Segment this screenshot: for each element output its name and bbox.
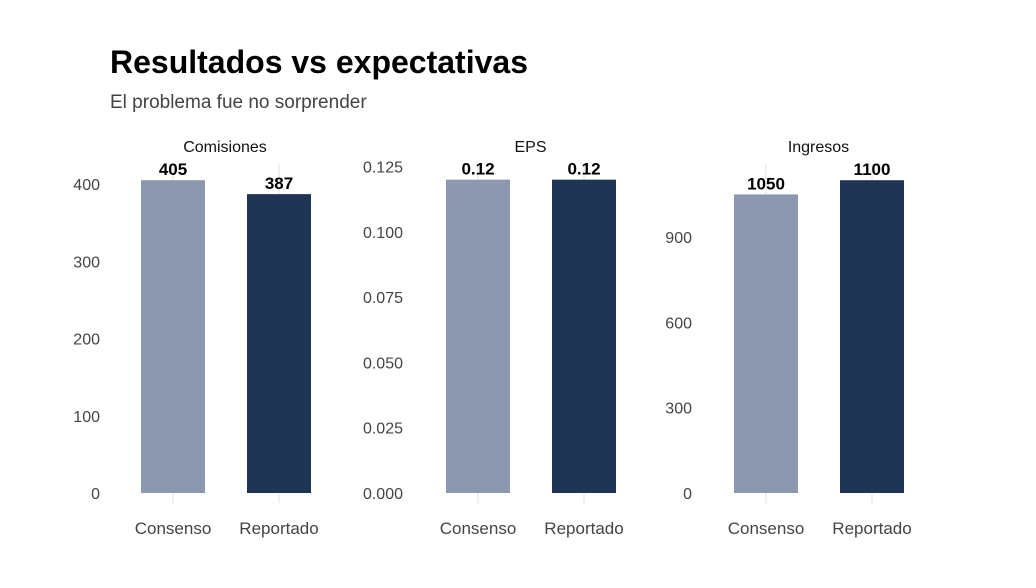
facet-title: EPS <box>514 139 546 156</box>
chart-title: Resultados vs expectativas <box>110 44 528 80</box>
y-tick-label: 400 <box>73 177 100 194</box>
data-label: 0.12 <box>461 160 494 179</box>
y-tick-label: 0.050 <box>363 355 403 372</box>
y-tick-label: 0.100 <box>363 225 403 242</box>
y-tick-label: 200 <box>73 332 100 349</box>
bar-reportado <box>552 179 616 493</box>
data-label: 1050 <box>747 174 785 193</box>
bar-reportado <box>247 194 311 493</box>
y-tick-label: 600 <box>665 315 692 332</box>
y-tick-label: 0 <box>91 486 100 503</box>
data-label: 405 <box>159 160 187 179</box>
y-tick-label: 100 <box>73 409 100 426</box>
chart-subtitle: El problema fue no sorprender <box>110 92 367 113</box>
bar-consenso <box>734 194 798 494</box>
x-tick-label: Consenso <box>728 519 805 538</box>
y-tick-label: 0.000 <box>363 486 403 503</box>
y-tick-label: 300 <box>73 254 100 271</box>
y-tick-label: 300 <box>665 401 692 418</box>
y-tick-label: 900 <box>665 230 692 247</box>
data-label: 387 <box>265 174 293 193</box>
bar-consenso <box>141 180 205 493</box>
y-tick-label: 0.075 <box>363 290 403 307</box>
y-tick-label: 0.125 <box>363 160 403 177</box>
x-tick-label: Consenso <box>135 519 212 538</box>
facet-title: Comisiones <box>183 139 267 156</box>
bar-reportado <box>840 180 904 493</box>
x-tick-label: Consenso <box>440 519 517 538</box>
data-label: 0.12 <box>567 160 600 179</box>
x-tick-label: Reportado <box>832 519 911 538</box>
bar-consenso <box>446 179 510 493</box>
data-label: 1100 <box>854 160 891 179</box>
x-tick-label: Reportado <box>544 519 623 538</box>
x-tick-label: Reportado <box>239 519 318 538</box>
y-tick-label: 0 <box>683 486 692 503</box>
facet-title: Ingresos <box>788 139 849 156</box>
y-tick-label: 0.025 <box>363 421 403 438</box>
